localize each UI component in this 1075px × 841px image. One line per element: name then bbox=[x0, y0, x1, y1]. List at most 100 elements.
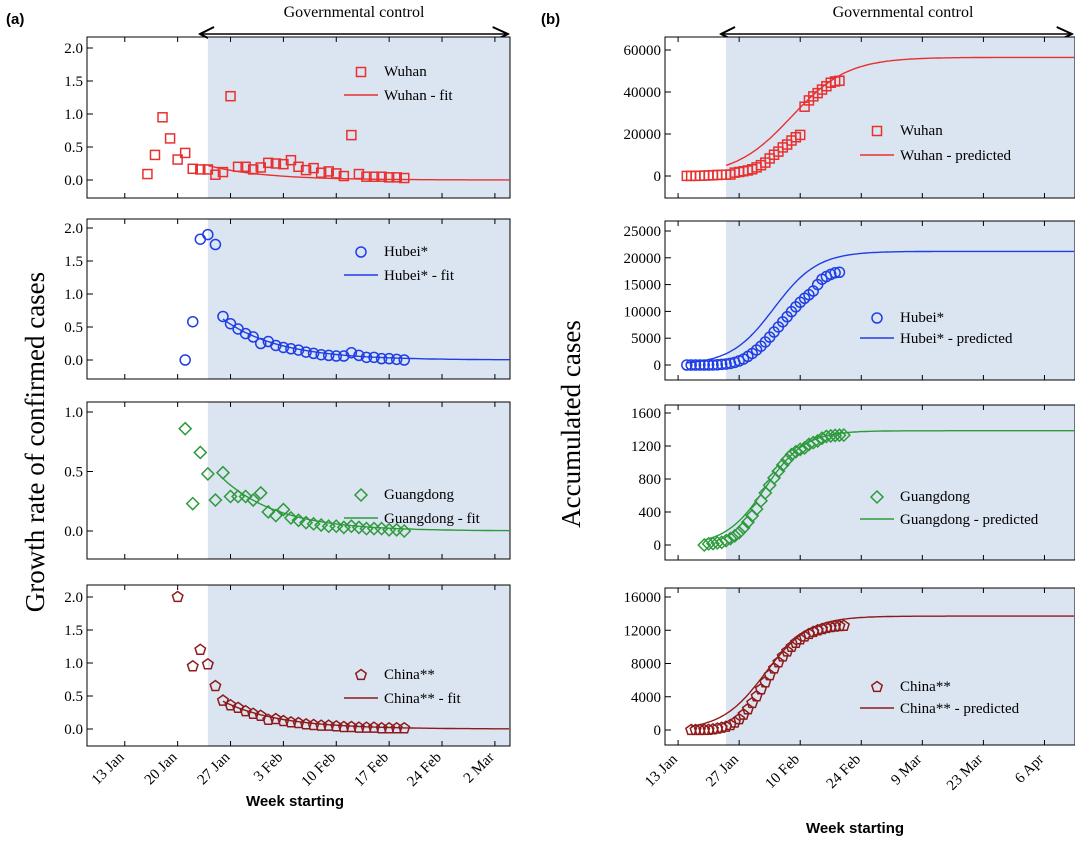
panel-a-y-axis-label: Growth rate of confirmed cases bbox=[20, 272, 50, 612]
panel-a-subplot-2: 0.0 0.5 1.0 1.5 2.0 Hubei* Hubei* - fit bbox=[64, 218, 511, 380]
legend-entry: Guangdong - fit bbox=[384, 511, 481, 527]
data-point bbox=[780, 452, 795, 467]
axes-frame bbox=[664, 404, 1075, 561]
legend-entry: Wuhan bbox=[900, 123, 943, 139]
data-point bbox=[353, 349, 365, 362]
panel-b-subplot-1: 0 20000 40000 60000 Wuhan Wuhan - predicted bbox=[624, 36, 1075, 199]
y-tick-label: 25000 bbox=[624, 224, 662, 240]
y-tick-label: 40000 bbox=[624, 85, 662, 101]
data-point bbox=[268, 508, 283, 523]
data-point bbox=[178, 421, 193, 436]
data-point bbox=[833, 266, 846, 279]
y-tick-label: 0.0 bbox=[64, 173, 83, 189]
plot-area: 0.0 0.5 1.0 1.5 2.0 Wuhan Wuhan - fit 0.0 0.5 1.0… bbox=[64, 36, 1075, 794]
y-tick-label: 0.5 bbox=[64, 320, 83, 336]
y-tick-label: 1.5 bbox=[64, 623, 83, 639]
y-tick-label: 12000 bbox=[624, 623, 662, 639]
legend-entry: China** - fit bbox=[384, 691, 461, 707]
y-tick-label: 0 bbox=[654, 723, 662, 739]
y-tick-label: 0.5 bbox=[64, 140, 83, 156]
data-point bbox=[834, 75, 845, 87]
data-point bbox=[689, 359, 702, 371]
axes-frame bbox=[86, 36, 511, 199]
fit-curve bbox=[691, 615, 1074, 727]
data-point bbox=[336, 520, 351, 535]
data-point bbox=[276, 502, 291, 517]
y-tick-label: 400 bbox=[639, 505, 662, 521]
data-point bbox=[254, 709, 267, 721]
data-point bbox=[323, 166, 334, 177]
x-tick-label: 10 Feb bbox=[299, 750, 339, 790]
legend-entry: Wuhan bbox=[384, 64, 427, 80]
control-period-shading bbox=[726, 37, 1075, 198]
panel-a-label: (a) bbox=[6, 11, 24, 28]
data-point bbox=[300, 346, 312, 358]
data-point bbox=[224, 317, 237, 330]
y-tick-label: 10000 bbox=[624, 304, 662, 320]
legend-entry: Guangdong - predicted bbox=[900, 512, 1039, 528]
data-point bbox=[270, 339, 282, 352]
panel-b-subplot-3: 0 400 800 1200 1600 Guangdong Guangdong - pred… bbox=[631, 404, 1075, 561]
data-point bbox=[794, 129, 806, 141]
legend-entry: Wuhan - predicted bbox=[900, 148, 1012, 164]
axes-frame bbox=[664, 36, 1075, 199]
data-point bbox=[172, 154, 183, 165]
data-point bbox=[772, 655, 785, 668]
y-tick-label: 1.0 bbox=[64, 287, 83, 303]
data-point bbox=[829, 267, 841, 279]
data-point bbox=[776, 649, 789, 662]
panel-a-control-label: Governmental control bbox=[284, 4, 425, 21]
axes-frame bbox=[86, 401, 511, 560]
data-point bbox=[231, 701, 245, 714]
legend-entry: Guangdong bbox=[384, 487, 454, 503]
y-tick-label: 2.0 bbox=[64, 590, 83, 606]
y-tick-label: 0 bbox=[654, 169, 662, 185]
data-point bbox=[368, 171, 380, 182]
data-point bbox=[285, 154, 297, 166]
legend-entry: Hubei* - fit bbox=[384, 268, 455, 284]
x-tick-label: 20 Jan bbox=[142, 749, 181, 788]
x-tick-label: 27 Jan bbox=[703, 751, 742, 790]
data-point bbox=[209, 679, 222, 692]
data-point bbox=[711, 359, 724, 371]
data-point bbox=[149, 149, 161, 161]
y-tick-label: 0 bbox=[654, 538, 662, 554]
x-tick-label: 10 Feb bbox=[763, 752, 803, 792]
data-point bbox=[239, 704, 252, 717]
y-tick-label: 15000 bbox=[624, 278, 662, 294]
data-point bbox=[685, 359, 697, 371]
y-tick-label: 20000 bbox=[624, 251, 662, 267]
axes-frame bbox=[86, 218, 511, 380]
legend-entry: Hubei* bbox=[384, 244, 428, 260]
data-point bbox=[399, 172, 410, 184]
data-point bbox=[707, 359, 719, 371]
panel-b-control-label: Governmental control bbox=[833, 4, 974, 21]
data-point bbox=[215, 465, 231, 480]
data-point bbox=[202, 164, 214, 175]
data-point bbox=[240, 161, 251, 173]
control-period-shading bbox=[207, 219, 510, 379]
data-point bbox=[200, 466, 215, 481]
data-point bbox=[810, 433, 825, 449]
panel-a-x-axis-label: Week starting bbox=[246, 793, 344, 810]
data-point bbox=[171, 590, 184, 603]
x-tick-label: 27 Jan bbox=[195, 749, 234, 788]
data-point bbox=[383, 172, 395, 183]
x-tick-label: 13 Jan bbox=[642, 751, 681, 790]
data-point bbox=[247, 164, 259, 175]
data-point bbox=[225, 90, 236, 102]
y-tick-label: 2.0 bbox=[64, 221, 83, 237]
data-point bbox=[194, 233, 207, 245]
data-point bbox=[254, 337, 267, 350]
data-point bbox=[391, 172, 402, 183]
data-point bbox=[283, 510, 299, 525]
data-point bbox=[322, 349, 335, 362]
x-tick-label: 17 Feb bbox=[351, 750, 391, 790]
y-tick-label: 0.5 bbox=[64, 465, 83, 481]
panel-b-header: (b) Governmental control Accumulated cas… bbox=[541, 4, 1072, 837]
y-tick-label: 8000 bbox=[631, 657, 661, 673]
data-point bbox=[732, 525, 747, 540]
data-point bbox=[202, 228, 214, 241]
legend-marker bbox=[869, 489, 885, 505]
